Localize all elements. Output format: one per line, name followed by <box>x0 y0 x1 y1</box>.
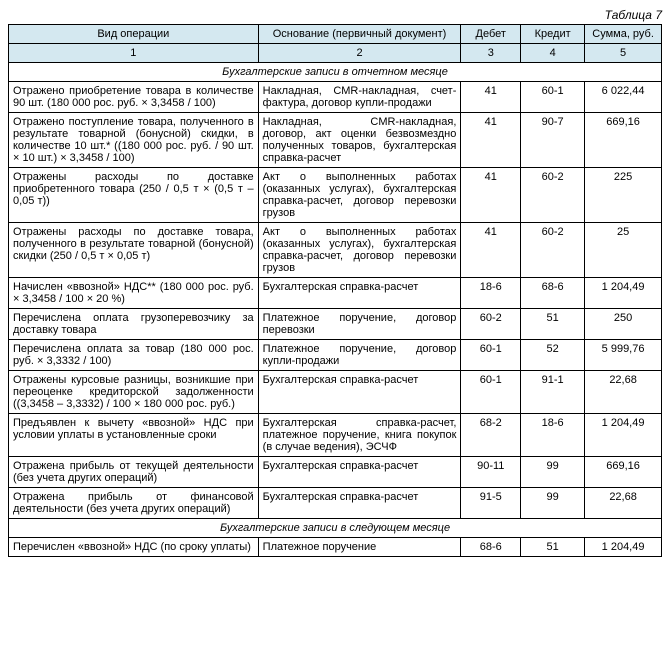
header-basis: Основание (первичный документ) <box>258 25 461 44</box>
cell-debit: 60-1 <box>461 340 521 371</box>
cell-operation: Перечислен «ввозной» НДС (по сроку уплат… <box>9 538 259 557</box>
colnum-4: 4 <box>521 44 585 63</box>
accounting-table: Вид операции Основание (первичный докуме… <box>8 24 662 557</box>
cell-sum: 5 999,76 <box>585 340 662 371</box>
cell-credit: 99 <box>521 488 585 519</box>
cell-basis: Накладная, CMR-накладная, счет-фактура, … <box>258 82 461 113</box>
table-caption: Таблица 7 <box>8 8 662 22</box>
cell-debit: 18-6 <box>461 278 521 309</box>
cell-sum: 669,16 <box>585 113 662 168</box>
cell-operation: Отражены расходы по доставке приобретенн… <box>9 168 259 223</box>
table-body: Бухгалтерские записи в отчетном месяцеОт… <box>9 63 662 557</box>
cell-sum: 25 <box>585 223 662 278</box>
cell-debit: 68-6 <box>461 538 521 557</box>
table-row: Начислен «ввозной» НДС** (180 000 рос. р… <box>9 278 662 309</box>
table-row: Отражено поступление товара, полученного… <box>9 113 662 168</box>
cell-credit: 51 <box>521 309 585 340</box>
header-row: Вид операции Основание (первичный докуме… <box>9 25 662 44</box>
cell-sum: 1 204,49 <box>585 538 662 557</box>
cell-sum: 225 <box>585 168 662 223</box>
section-row: Бухгалтерские записи в следующем месяце <box>9 519 662 538</box>
cell-debit: 60-2 <box>461 309 521 340</box>
cell-credit: 90-7 <box>521 113 585 168</box>
cell-operation: Отражена прибыль от финансовой деятельно… <box>9 488 259 519</box>
cell-basis: Платежное поручение, договор перевозки <box>258 309 461 340</box>
cell-operation: Отражены курсовые разницы, возникшие при… <box>9 371 259 414</box>
cell-credit: 51 <box>521 538 585 557</box>
table-row: Перечислен «ввозной» НДС (по сроку уплат… <box>9 538 662 557</box>
cell-sum: 669,16 <box>585 457 662 488</box>
cell-sum: 1 204,49 <box>585 278 662 309</box>
table-row: Отражено приобретение товара в количеств… <box>9 82 662 113</box>
colnum-3: 3 <box>461 44 521 63</box>
cell-operation: Отражено поступление товара, полученного… <box>9 113 259 168</box>
cell-debit: 41 <box>461 82 521 113</box>
cell-basis: Накладная, CMR-накладная, договор, акт о… <box>258 113 461 168</box>
colnum-2: 2 <box>258 44 461 63</box>
cell-operation: Отражены расходы по доставке товара, пол… <box>9 223 259 278</box>
cell-basis: Бухгалтерская справка-расчет <box>258 457 461 488</box>
cell-credit: 60-1 <box>521 82 585 113</box>
header-sum: Сумма, руб. <box>585 25 662 44</box>
cell-sum: 1 204,49 <box>585 414 662 457</box>
cell-credit: 91-1 <box>521 371 585 414</box>
cell-operation: Предъявлен к вычету «ввозной» НДС при ус… <box>9 414 259 457</box>
table-row: Отражена прибыль от финансовой деятельно… <box>9 488 662 519</box>
table-row: Предъявлен к вычету «ввозной» НДС при ус… <box>9 414 662 457</box>
cell-sum: 22,68 <box>585 488 662 519</box>
table-row: Отражена прибыль от текущей деятельности… <box>9 457 662 488</box>
cell-operation: Перечислена оплата грузоперевозчику за д… <box>9 309 259 340</box>
cell-basis: Акт о выполненных работах (оказанных усл… <box>258 168 461 223</box>
cell-debit: 60-1 <box>461 371 521 414</box>
colnum-5: 5 <box>585 44 662 63</box>
section-label: Бухгалтерские записи в отчетном месяце <box>9 63 662 82</box>
table-row: Отражены расходы по доставке товара, пол… <box>9 223 662 278</box>
cell-credit: 99 <box>521 457 585 488</box>
header-credit: Кредит <box>521 25 585 44</box>
colnum-row: 1 2 3 4 5 <box>9 44 662 63</box>
cell-operation: Перечислена оплата за товар (180 000 рос… <box>9 340 259 371</box>
cell-credit: 68-6 <box>521 278 585 309</box>
cell-basis: Платежное поручение <box>258 538 461 557</box>
cell-credit: 60-2 <box>521 223 585 278</box>
cell-credit: 52 <box>521 340 585 371</box>
table-row: Отражены курсовые разницы, возникшие при… <box>9 371 662 414</box>
section-label: Бухгалтерские записи в следующем месяце <box>9 519 662 538</box>
cell-credit: 60-2 <box>521 168 585 223</box>
header-debit: Дебет <box>461 25 521 44</box>
cell-debit: 41 <box>461 168 521 223</box>
cell-sum: 250 <box>585 309 662 340</box>
cell-basis: Бухгалтерская справка-расчет <box>258 278 461 309</box>
cell-sum: 6 022,44 <box>585 82 662 113</box>
cell-debit: 41 <box>461 113 521 168</box>
table-row: Отражены расходы по доставке приобретенн… <box>9 168 662 223</box>
cell-debit: 68-2 <box>461 414 521 457</box>
cell-operation: Отражено приобретение товара в количеств… <box>9 82 259 113</box>
section-row: Бухгалтерские записи в отчетном месяце <box>9 63 662 82</box>
cell-basis: Акт о выполненных работах (оказанных усл… <box>258 223 461 278</box>
table-row: Перечислена оплата грузоперевозчику за д… <box>9 309 662 340</box>
cell-basis: Платежное поручение, договор купли-прода… <box>258 340 461 371</box>
colnum-1: 1 <box>9 44 259 63</box>
header-operation: Вид операции <box>9 25 259 44</box>
cell-operation: Отражена прибыль от текущей деятельности… <box>9 457 259 488</box>
cell-debit: 90-11 <box>461 457 521 488</box>
cell-debit: 41 <box>461 223 521 278</box>
cell-basis: Бухгалтерская справка-расчет, платежное … <box>258 414 461 457</box>
cell-basis: Бухгалтерская справка-расчет <box>258 488 461 519</box>
cell-operation: Начислен «ввозной» НДС** (180 000 рос. р… <box>9 278 259 309</box>
cell-debit: 91-5 <box>461 488 521 519</box>
table-row: Перечислена оплата за товар (180 000 рос… <box>9 340 662 371</box>
cell-basis: Бухгалтерская справка-расчет <box>258 371 461 414</box>
cell-credit: 18-6 <box>521 414 585 457</box>
cell-sum: 22,68 <box>585 371 662 414</box>
